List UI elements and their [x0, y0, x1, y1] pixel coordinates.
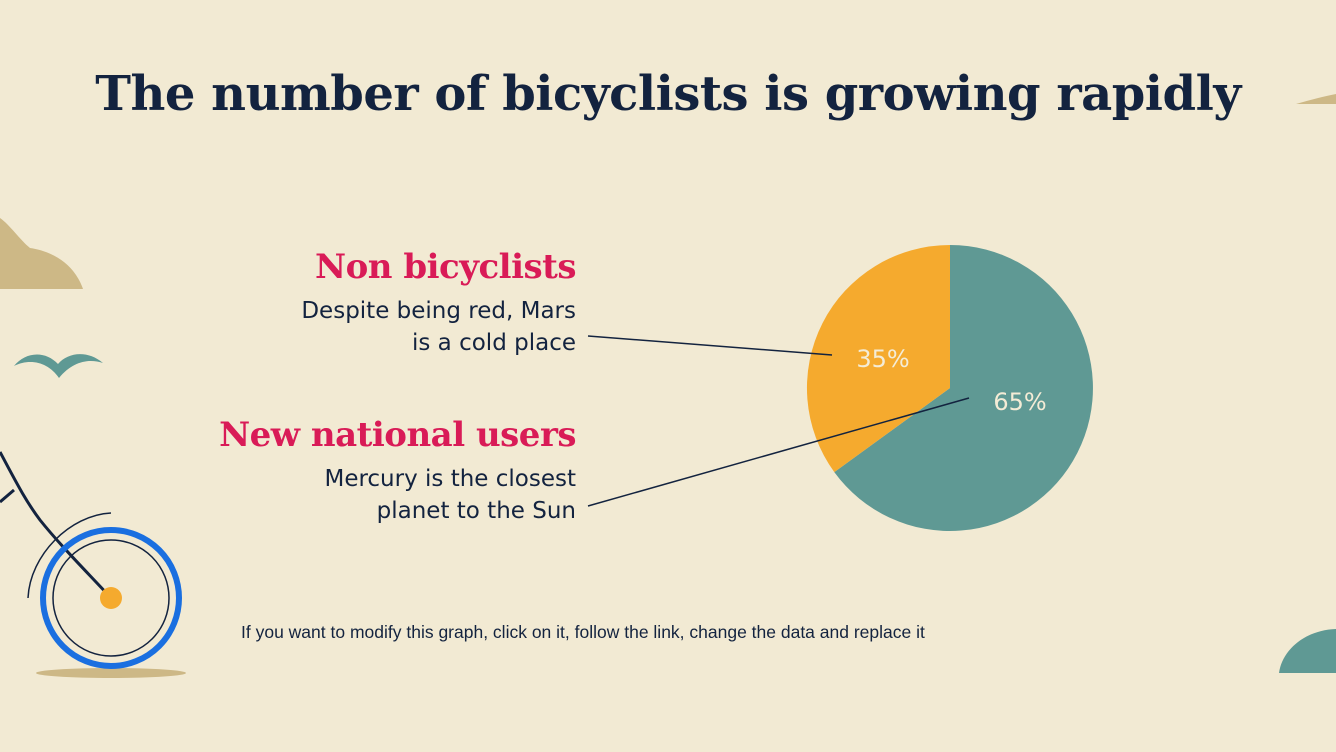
wheel-hub-icon [100, 587, 122, 609]
legend-desc-line: planet to the Sun [376, 498, 576, 524]
bicycle-frame-icon [0, 451, 113, 600]
callout-line-new-users [587, 397, 970, 507]
bird-icon [14, 354, 103, 378]
wheel-shadow-icon [36, 668, 186, 678]
legend-desc-line: Despite being red, Mars [301, 298, 576, 324]
pie-label-35: 35% [856, 345, 909, 373]
wheel-tire-icon [40, 527, 182, 669]
bicycle-fender-icon [27, 512, 112, 599]
pie-label-65: 65% [993, 388, 1046, 416]
legend-block-new-national-users: New national users Mercury is the closes… [219, 415, 576, 527]
legend-desc-line: Mercury is the closest [324, 466, 576, 492]
slide-title: The number of bicyclists is growing rapi… [95, 66, 1241, 122]
legend-desc-line: is a cold place [412, 330, 576, 356]
bicycle-strut-icon [0, 488, 15, 504]
cloud-left-icon [0, 218, 83, 289]
hill-bottom-right-icon [1279, 629, 1336, 673]
pie-slice-non-bicyclists[interactable] [806, 245, 950, 473]
pie-chart[interactable]: 35% 65% [806, 245, 1093, 531]
legend-description: Despite being red, Mars is a cold place [301, 295, 576, 359]
callout-line-non-bicyclists [587, 335, 833, 356]
pie-slice-new-national-users[interactable] [834, 245, 1093, 531]
legend-heading: Non bicyclists [315, 247, 576, 287]
footnote: If you want to modify this graph, click … [241, 622, 925, 642]
legend-block-non-bicyclists: Non bicyclists Despite being red, Mars i… [301, 247, 576, 359]
legend-description: Mercury is the closest planet to the Sun [219, 463, 576, 527]
cloud-top-right-icon [1296, 94, 1336, 104]
wheel-rim-icon [52, 539, 170, 657]
legend-heading: New national users [219, 415, 576, 455]
